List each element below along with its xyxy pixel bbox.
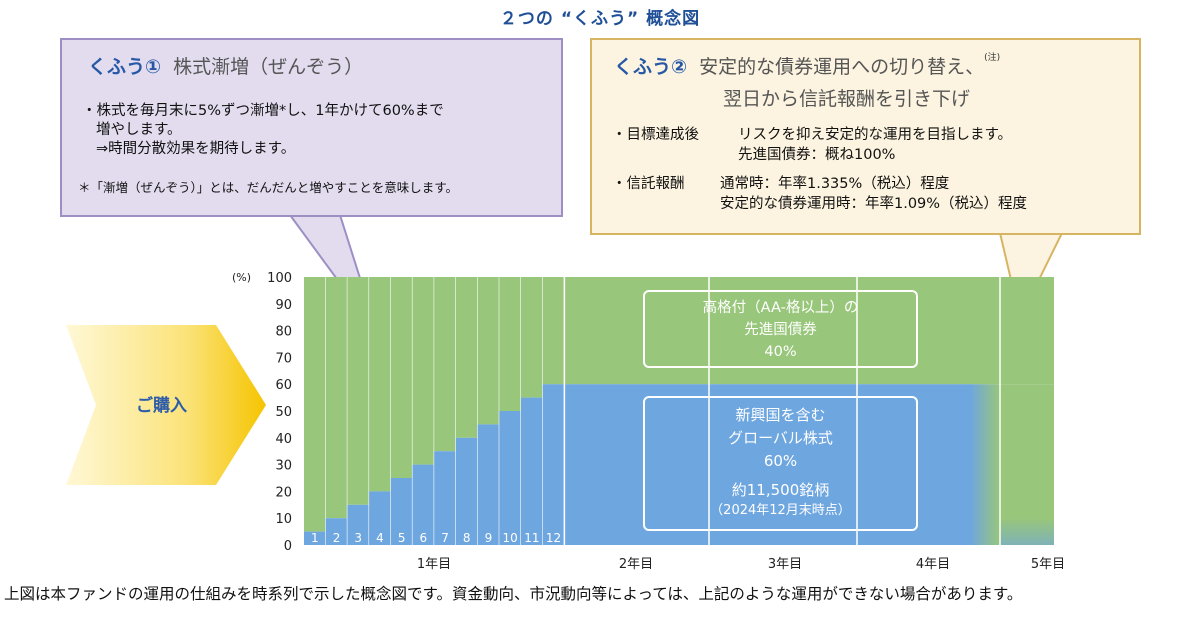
kufu1-line3: ⇒時間分散効果を期待します。 — [96, 141, 296, 157]
year-label: 1年目 — [417, 557, 451, 572]
y-tick-label: 0 — [284, 539, 292, 554]
stock-box-line1: 新興国を含む — [735, 406, 826, 424]
month-label: 12 — [546, 531, 561, 545]
bond-box-line3: 40% — [764, 344, 797, 360]
stock-box-line2: グローバル株式 — [728, 429, 833, 447]
year-label: 3年目 — [768, 557, 802, 572]
stock-area — [564, 384, 970, 545]
y-tick-label: 10 — [275, 512, 292, 527]
y-tick-label: 50 — [275, 405, 292, 420]
bond-bar — [304, 277, 326, 532]
stock-bar — [325, 518, 348, 545]
bond-bar — [347, 277, 370, 505]
stock-bar — [304, 531, 326, 545]
bond-bar — [455, 277, 478, 438]
footer-note: 上図は本ファンドの運用の仕組みを時系列で示した概念図です。資金動向、市況動向等に… — [4, 585, 1023, 603]
kufu1-line1: ・株式を毎月末に5%ずつ漸増*し、1年かけて60%まで — [82, 103, 444, 119]
month-label: 5 — [398, 531, 406, 545]
stock-bar — [521, 397, 543, 545]
kufu1-heading: くふう① 株式漸増（ぜんぞう） — [88, 52, 363, 79]
kufu2-callout: くふう② 安定的な債券運用への切り替え、(注) 翌日から信託報酬を引き下げ ・目標… — [590, 38, 1141, 235]
stock-bar — [477, 424, 500, 545]
y-tick-label: 40 — [275, 432, 292, 447]
month-label: 4 — [376, 531, 384, 545]
stock-bar — [347, 504, 370, 545]
bond-bar — [325, 277, 348, 519]
kufu2-line4: 安定的な債券運用時：年率1.09%（税込）程度 — [720, 196, 1028, 212]
bond-bar — [477, 277, 500, 425]
stock-bar — [434, 451, 456, 545]
y-tick-label: 20 — [275, 485, 292, 500]
kufu1-callout: くふう① 株式漸増（ぜんぞう） ・株式を毎月末に5%ずつ漸増*し、1年かけて60%… — [60, 38, 563, 217]
kufu1-note: ＊「漸増（ぜんぞう）」とは、だんだんと増やすことを意味します。 — [78, 180, 459, 195]
kufu2-label1: ・目標達成後 — [612, 127, 699, 143]
year-label: 5年目 — [1031, 557, 1065, 572]
bond-bar — [369, 277, 391, 492]
month-label: 6 — [420, 531, 428, 545]
stock-box-line3: 60% — [763, 452, 798, 470]
purchase-label: ご購入 — [136, 396, 187, 416]
stock-box-line5: （2024年12月末時点） — [710, 503, 851, 518]
y-tick-label: 90 — [275, 298, 292, 313]
kufu2-line2: 先進国債券：概ね100% — [738, 147, 896, 163]
stock-fade-area — [970, 384, 1000, 545]
bond-bar — [390, 277, 413, 478]
bond-bar — [521, 277, 543, 398]
stock-box: 新興国を含む グローバル株式 60% 約11,500銘柄 （2024年12月末時… — [643, 396, 918, 531]
bond-bar — [434, 277, 456, 452]
month-label: 7 — [441, 531, 449, 545]
stock-bar — [455, 437, 478, 545]
kufu2-lead: くふう② — [614, 56, 688, 78]
stock-bar — [369, 491, 391, 545]
year-label: 2年目 — [619, 557, 653, 572]
month-label: 8 — [463, 531, 471, 545]
bond-bar — [499, 277, 521, 411]
kufu1-heading-text: 株式漸増（ぜんぞう） — [173, 56, 364, 78]
month-label: 9 — [485, 531, 493, 545]
stock-bar — [412, 464, 435, 545]
month-label: 11 — [524, 531, 539, 545]
y-tick-label: 100 — [267, 271, 292, 286]
bond-box-line1: 高格付（AA-格以上）の — [702, 300, 859, 316]
kufu1-lead: くふう① — [88, 56, 162, 78]
kufu2-line1: リスクを抑え安定的な運用を目指します。 — [738, 127, 1013, 143]
kufu2-line3: 通常時：年率1.335%（税込）程度 — [720, 176, 950, 192]
kufu1-line2: 増やします。 — [96, 122, 182, 138]
kufu2-heading: くふう② 安定的な債券運用への切り替え、(注) — [614, 52, 1000, 79]
stock-bar — [542, 384, 565, 545]
stock-bar — [390, 478, 413, 545]
kufu2-label2: ・信託報酬 — [612, 176, 685, 192]
diagram-title: ２つの “くふう” 概念図 — [499, 9, 701, 29]
y-tick-label: 30 — [275, 459, 292, 474]
month-label: 3 — [354, 531, 362, 545]
y-tick-label: 60 — [275, 378, 292, 393]
stock-box-line4: 約11,500銘柄 — [731, 481, 830, 499]
month-label: 1 — [311, 531, 319, 545]
kufu2-note-mark: (注) — [984, 53, 1001, 63]
residual-fade-area — [1000, 518, 1054, 545]
bond-bar — [542, 277, 565, 385]
y-tick-label: 80 — [275, 325, 292, 340]
bond-box-line2: 先進国債券 — [744, 322, 817, 338]
month-label: 10 — [503, 531, 518, 545]
bond-bar — [412, 277, 435, 465]
y-axis-unit: (%) — [232, 271, 251, 284]
purchase-arrow — [66, 325, 266, 485]
kufu2-heading2: 翌日から信託報酬を引き下げ — [723, 88, 971, 110]
bond-box: 高格付（AA-格以上）の 先進国債券 40% — [643, 290, 918, 368]
stock-bar — [499, 411, 521, 545]
year-label: 4年目 — [916, 557, 950, 572]
kufu2-heading1: 安定的な債券運用への切り替え、 — [699, 56, 985, 78]
month-label: 2 — [333, 531, 341, 545]
y-tick-label: 70 — [275, 351, 292, 366]
